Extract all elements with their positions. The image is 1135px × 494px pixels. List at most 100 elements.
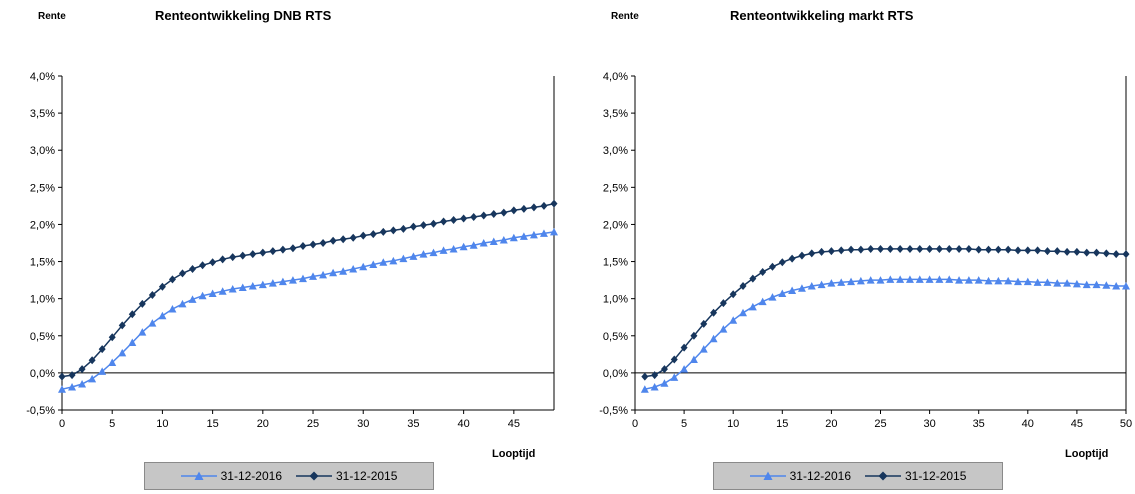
data-point-diamond — [309, 240, 317, 249]
chart-title: Renteontwikkeling DNB RTS — [155, 8, 332, 23]
data-point-triangle — [1082, 280, 1091, 289]
data-point-triangle — [108, 358, 117, 366]
data-point-diamond — [916, 244, 924, 253]
y-tick-label: 2,0% — [603, 219, 628, 231]
data-point-diamond — [500, 208, 508, 217]
data-point-triangle — [58, 385, 66, 393]
data-point-diamond — [490, 210, 498, 219]
data-point-triangle — [1053, 279, 1062, 287]
diamond-marker-icon — [865, 471, 901, 481]
data-point-diamond — [759, 267, 767, 276]
data-point-triangle — [399, 254, 408, 263]
data-point-triangle — [389, 256, 398, 265]
y-tick-label: 1,0% — [30, 294, 55, 306]
data-point-triangle — [915, 275, 924, 283]
data-point-diamond — [1073, 247, 1081, 256]
data-point-triangle — [1004, 276, 1013, 285]
x-tick-label: 0 — [632, 418, 638, 430]
legend-label: 31-12-2015 — [336, 469, 398, 483]
data-point-diamond — [1024, 246, 1032, 255]
data-point-triangle — [319, 270, 328, 279]
x-tick-label: 40 — [458, 418, 470, 430]
data-point-triangle — [288, 276, 297, 284]
data-point-diamond — [1083, 248, 1091, 257]
data-point-triangle — [168, 305, 177, 313]
data-point-triangle — [1072, 279, 1081, 288]
data-point-diamond — [178, 269, 186, 278]
data-point-diamond — [470, 213, 478, 222]
data-point-triangle — [128, 338, 137, 346]
data-point-diamond — [419, 221, 427, 230]
data-point-triangle — [459, 242, 468, 251]
x-tick-label: 5 — [681, 418, 687, 430]
data-point-diamond — [994, 245, 1002, 254]
data-point-triangle — [788, 286, 797, 295]
data-point-diamond — [189, 264, 197, 273]
data-point-diamond — [935, 244, 943, 253]
data-point-triangle — [964, 276, 973, 284]
legend-item: 31-12-2016 — [180, 469, 282, 483]
data-point-triangle — [778, 289, 787, 297]
data-point-diamond — [955, 244, 963, 253]
legend-label: 31-12-2016 — [789, 469, 851, 483]
data-point-diamond — [259, 248, 267, 257]
data-point-triangle — [78, 380, 87, 388]
data-point-triangle — [188, 295, 197, 303]
data-point-diamond — [818, 247, 826, 256]
data-point-diamond — [670, 355, 678, 364]
data-point-triangle — [469, 241, 478, 249]
data-point-triangle — [660, 379, 669, 387]
data-point-diamond — [906, 244, 914, 253]
data-point-diamond — [729, 290, 737, 299]
data-point-triangle — [896, 275, 905, 283]
diamond-marker-icon — [296, 471, 332, 481]
data-point-diamond — [719, 299, 727, 308]
data-point-triangle — [974, 276, 983, 284]
data-point-diamond — [1122, 250, 1130, 259]
data-point-triangle — [268, 279, 277, 287]
x-tick-label: 20 — [825, 418, 837, 430]
data-point-diamond — [480, 211, 488, 220]
data-point-triangle — [529, 230, 538, 239]
x-tick-label: 50 — [1120, 418, 1132, 430]
data-point-diamond — [768, 262, 776, 271]
y-tick-label: 1,5% — [30, 257, 55, 269]
data-point-diamond — [148, 290, 156, 299]
data-point-diamond — [985, 245, 993, 254]
y-tick-label: 4,0% — [603, 71, 628, 83]
data-point-diamond — [279, 245, 287, 254]
data-point-diamond — [199, 261, 207, 270]
data-point-diamond — [209, 258, 217, 267]
data-point-triangle — [349, 264, 358, 273]
data-point-diamond — [450, 215, 458, 224]
legend-item: 31-12-2016 — [749, 469, 851, 483]
data-point-diamond — [108, 333, 116, 342]
data-point-triangle — [837, 278, 846, 286]
data-point-diamond — [886, 244, 894, 253]
data-point-diamond — [399, 224, 407, 233]
data-point-diamond — [660, 365, 668, 374]
data-point-triangle — [994, 276, 1003, 285]
data-point-diamond — [349, 233, 357, 242]
data-point-diamond — [896, 244, 904, 253]
data-point-diamond — [1004, 245, 1012, 254]
series-line-31-12-2015 — [61, 202, 555, 378]
y-tick-label: 3,5% — [30, 108, 55, 120]
y-tick-label: -0,5% — [26, 405, 55, 417]
data-point-triangle — [650, 382, 659, 391]
y-tick-label: 0,0% — [30, 368, 55, 380]
data-point-diamond — [680, 343, 688, 352]
data-point-diamond — [319, 239, 327, 247]
y-tick-label: 3,0% — [603, 145, 628, 157]
data-point-diamond — [239, 251, 247, 260]
data-point-diamond — [460, 214, 468, 223]
data-point-triangle — [955, 276, 964, 284]
data-point-diamond — [530, 203, 538, 212]
data-point-triangle — [539, 229, 548, 237]
data-point-triangle — [208, 289, 217, 297]
data-point-triangle — [1043, 278, 1052, 286]
data-point-triangle — [1063, 279, 1072, 287]
data-point-triangle — [1112, 282, 1121, 290]
x-tick-label: 30 — [357, 418, 369, 430]
data-point-triangle — [748, 302, 757, 311]
